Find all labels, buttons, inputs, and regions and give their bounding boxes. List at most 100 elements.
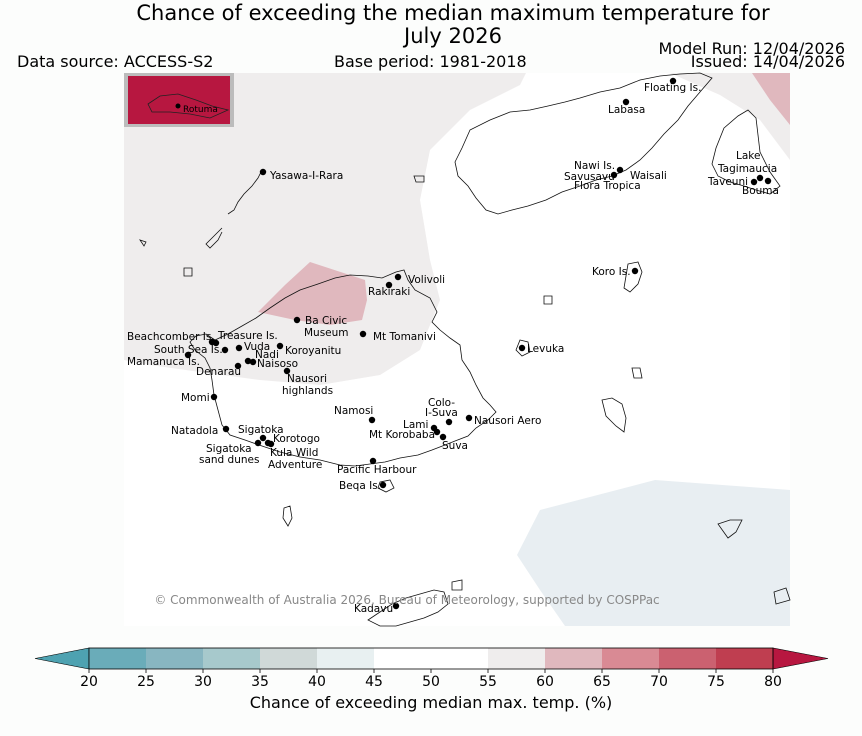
colorbar-bin	[431, 648, 488, 669]
colorbar-tick-label: 40	[308, 674, 326, 690]
colorbar-bin	[260, 648, 317, 669]
label-denarau: Denarau	[196, 366, 241, 378]
colorbar-tick-label: 50	[422, 674, 440, 690]
label-sigatoka: Sigatoka	[238, 424, 284, 436]
label-nausori-aero: Nausori Aero	[474, 415, 541, 427]
taveuni-coast	[711, 109, 781, 195]
coastlines	[139, 72, 791, 627]
label-mamanuca: Mamanuca Is.	[127, 356, 200, 368]
label-kula-2: Adventure	[268, 459, 322, 471]
label-natadola: Natadola	[171, 425, 218, 437]
label-lake: Lake	[736, 150, 760, 162]
colorbar-tick-label: 65	[593, 674, 611, 690]
colorbar-bin	[146, 648, 203, 669]
label-floating-is: Floating Is.	[644, 82, 701, 94]
label-koro: Koro Is.	[592, 266, 631, 278]
label-suva: Suva	[442, 440, 468, 452]
label-rakiraki: Rakiraki	[368, 286, 410, 298]
label-colo-2: I-Suva	[425, 407, 458, 419]
colorbar-bin	[374, 648, 431, 669]
colorbar-tick-label: 70	[650, 674, 668, 690]
colorbar-tick-label: 60	[536, 674, 554, 690]
colorbar-tick-label: 55	[479, 674, 497, 690]
label-nausori-h2: highlands	[282, 385, 333, 397]
label-nawi: Nawi Is.	[574, 160, 615, 172]
colorbar-tick-label: 75	[707, 674, 725, 690]
label-nadi: Nadi	[255, 349, 279, 361]
issued-date: Issued: 14/04/2026	[690, 52, 845, 71]
colorbar-tick-label: 80	[764, 674, 782, 690]
label-sigatoka-sd-2: sand dunes	[199, 454, 259, 466]
colorbar-over-arrow	[772, 647, 829, 670]
label-levuka: Levuka	[527, 343, 564, 355]
region-40	[517, 480, 790, 626]
label-pacific-harbour: Pacific Harbour	[337, 464, 417, 476]
rotuma-inset: Rotuma	[124, 73, 234, 127]
label-volivoli: Volivoli	[408, 274, 445, 286]
map-title: Chance of exceeding the median maximum t…	[0, 2, 862, 48]
label-taveuni: Taveuni	[707, 176, 748, 188]
label-mt-korobaba: Mt Korobaba	[369, 429, 435, 441]
rotuma-marker	[175, 103, 181, 109]
label-naisoso: Naisoso	[257, 358, 298, 370]
label-kula-1: Kula Wild	[270, 447, 318, 459]
label-koroyanitu: Koroyanitu	[285, 345, 341, 357]
label-colo-1: Colo-	[428, 397, 455, 409]
label-lami: Lami	[403, 419, 428, 431]
label-flora: Flora Tropica	[574, 180, 641, 192]
model-run: Model Run: 12/04/2026	[658, 39, 846, 58]
region-60-ne	[752, 73, 790, 125]
region-55	[124, 73, 526, 385]
label-tagimaucia: Tagimaucia	[717, 163, 777, 175]
colorbar: 20 25 30 35 40 45 50 55 60 65 70 75 80	[34, 647, 829, 690]
colorbar-tick-label: 25	[137, 674, 155, 690]
colorbar-tick-label: 20	[80, 674, 98, 690]
label-savusavu: Savusavu	[564, 171, 615, 183]
label-korotogo: Korotogo	[273, 433, 320, 445]
rotuma-label: Rotuma	[183, 105, 218, 115]
colorbar-bin	[203, 648, 260, 669]
label-namosi: Namosi	[334, 405, 373, 417]
title-line-2: July 2026	[404, 24, 502, 48]
label-waisali: Waisali	[630, 170, 667, 182]
colorbar-tick-label: 35	[251, 674, 269, 690]
colorbar-under-arrow	[34, 647, 90, 670]
colorbar-tick-label: 30	[194, 674, 212, 690]
koro-coast	[623, 261, 643, 293]
colorbar-bin	[545, 648, 602, 669]
vanua-levu-coast	[454, 72, 713, 215]
label-bouma: Bouma	[742, 185, 779, 197]
colorbar-bin	[659, 648, 716, 669]
label-mt-tomanivi: Mt Tomanivi	[373, 331, 436, 343]
colorbar-bin	[488, 648, 545, 669]
yasawa-coast	[205, 169, 263, 249]
label-yasawa: Yasawa-I-Rara	[269, 170, 343, 182]
viti-levu-coast	[189, 269, 497, 467]
colorbar-tick-label: 45	[365, 674, 383, 690]
colorbar-bin	[317, 648, 374, 669]
label-nausori-h1: Nausori	[287, 373, 327, 385]
kadavu-coast	[367, 589, 449, 627]
label-ba-civic-2: Museum	[304, 327, 349, 339]
label-treasure: Treasure Is.	[217, 330, 278, 342]
label-labasa: Labasa	[608, 104, 645, 116]
colorbar-bin	[716, 648, 773, 669]
data-source: Data source: ACCESS-S2	[17, 52, 214, 71]
label-beqa: Beqa Is.	[339, 480, 381, 492]
label-ba-civic-1: Ba Civic	[305, 315, 347, 327]
label-momi: Momi	[181, 392, 210, 404]
label-vuda: Vuda	[244, 341, 270, 353]
copyright-notice: © Commonwealth of Australia 2026, Bureau…	[154, 593, 659, 607]
base-period: Base period: 1981-2018	[334, 52, 527, 71]
label-kadavu: Kadavu	[354, 603, 393, 615]
colorbar-label: Chance of exceeding median max. temp. (%…	[249, 693, 613, 712]
label-south-sea: South Sea Is.	[154, 344, 223, 356]
colorbar-bin	[602, 648, 659, 669]
region-55-ne	[670, 73, 790, 160]
place-labels: Floating Is. Labasa Yasawa-I-Rara Nawi I…	[127, 82, 779, 615]
place-markers	[184, 77, 772, 610]
label-beachcomber: Beachcomber Is.	[127, 331, 215, 343]
label-sigatoka-sd-1: Sigatoka	[206, 443, 252, 455]
region-60	[258, 262, 367, 325]
